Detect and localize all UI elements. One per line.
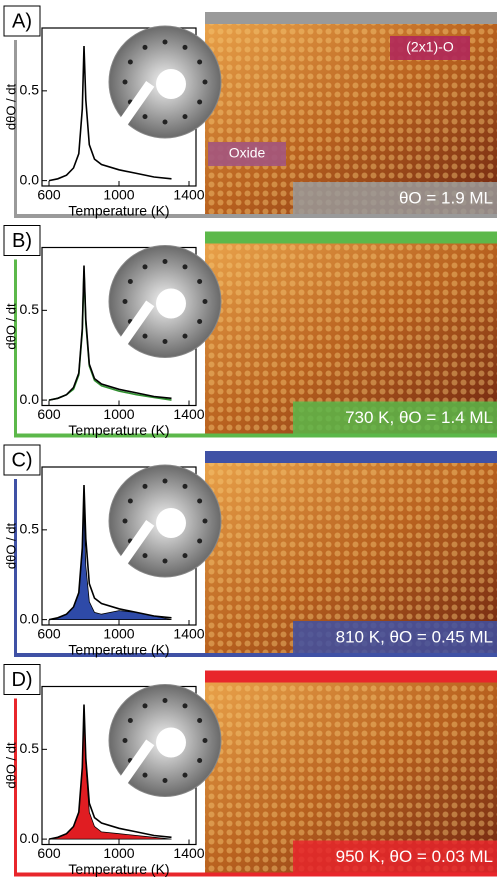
y-tick-label: 0.0 xyxy=(20,391,40,407)
y-axis-label: dθO / dt xyxy=(3,742,18,789)
x-tick-label: 1400 xyxy=(173,406,204,422)
y-axis-label: dθO / dt xyxy=(3,303,18,350)
x-axis-label: Temperature (K) xyxy=(68,203,169,219)
y-tick-label: 0.0 xyxy=(20,171,40,187)
leed-spot xyxy=(183,703,188,708)
leed-spot xyxy=(197,319,202,324)
panel-label: C) xyxy=(11,449,32,471)
leed-spot xyxy=(143,484,148,489)
y-tick-label: 0.5 xyxy=(20,521,40,537)
leed-spot xyxy=(143,264,148,269)
x-tick-label: 1400 xyxy=(173,845,204,861)
leed-spot xyxy=(183,334,188,339)
x-tick-label: 1400 xyxy=(173,626,204,642)
image-label: Oxide xyxy=(229,145,266,161)
leed-spot xyxy=(143,334,148,339)
leed-spot xyxy=(163,40,168,45)
leed-spot xyxy=(203,299,208,304)
accent-bar xyxy=(205,232,497,244)
leed-spot xyxy=(183,264,188,269)
x-tick-label: 600 xyxy=(37,406,61,422)
leed-spot xyxy=(183,773,188,778)
leed-gun xyxy=(156,728,186,758)
x-tick-label: 1000 xyxy=(103,626,134,642)
leed-spot xyxy=(143,703,148,708)
x-axis-label: Temperature (K) xyxy=(68,422,169,438)
leed-spot xyxy=(163,559,168,564)
leed-spot xyxy=(197,100,202,105)
leed-spot xyxy=(128,718,133,723)
panel-label: A) xyxy=(12,10,32,32)
x-tick-label: 1000 xyxy=(103,406,134,422)
panel-label: D) xyxy=(11,669,32,691)
leed-spot xyxy=(128,279,133,284)
leed-spot xyxy=(163,479,168,484)
y-tick-label: 0.0 xyxy=(20,610,40,626)
leed-spot xyxy=(143,114,148,119)
leed-spot xyxy=(123,738,128,743)
leed-gun xyxy=(156,289,186,319)
leed-spot xyxy=(197,60,202,65)
y-tick-label: 0.5 xyxy=(20,82,40,98)
figure: A) 600 1000 1400 0.0 0.5 Temperature (K) dθO / … xyxy=(0,0,497,878)
condition-label: θO = 1.9 ML xyxy=(399,188,493,207)
condition-label: 810 K, θO = 0.45 ML xyxy=(336,627,493,646)
leed-spot xyxy=(183,114,188,119)
leed-spot xyxy=(163,778,168,783)
x-tick-label: 1000 xyxy=(103,187,134,203)
leed-spot xyxy=(197,718,202,723)
leed-spot xyxy=(123,299,128,304)
page: A) 600 1000 1400 0.0 0.5 Temperature (K) dθO / … xyxy=(0,0,497,878)
leed-spot xyxy=(197,539,202,544)
y-tick-label: 0.5 xyxy=(20,301,40,317)
leed-spot xyxy=(128,499,133,504)
leed-spot xyxy=(203,80,208,85)
image-label: (2x1)-O xyxy=(406,39,454,55)
leed-spot xyxy=(197,499,202,504)
condition-label: 950 K, θO = 0.03 ML xyxy=(336,847,493,866)
leed-spot xyxy=(143,553,148,558)
leed-spot xyxy=(183,553,188,558)
leed-spot xyxy=(197,279,202,284)
leed-spot xyxy=(123,519,128,524)
x-tick-label: 1400 xyxy=(173,187,204,203)
condition-label: 730 K, θO = 1.4 ML xyxy=(345,408,493,427)
leed-spot xyxy=(197,758,202,763)
leed-spot xyxy=(183,484,188,489)
leed-spot xyxy=(163,120,168,125)
x-axis-label: Temperature (K) xyxy=(68,861,169,877)
leed-spot xyxy=(203,738,208,743)
leed-spot xyxy=(183,45,188,50)
y-axis-label: dθO / dt xyxy=(3,522,18,569)
leed-spot xyxy=(143,773,148,778)
y-tick-label: 0.0 xyxy=(20,830,40,846)
x-tick-label: 600 xyxy=(37,187,61,203)
x-tick-label: 600 xyxy=(37,626,61,642)
leed-spot xyxy=(143,45,148,50)
leed-spot xyxy=(163,698,168,703)
panel-label: B) xyxy=(12,230,32,252)
leed-gun xyxy=(156,69,186,99)
x-tick-label: 1000 xyxy=(103,845,134,861)
y-axis-label: dθO / dt xyxy=(3,83,18,130)
accent-bar xyxy=(205,451,497,463)
accent-bar xyxy=(205,671,497,683)
leed-spot xyxy=(203,519,208,524)
leed-spot xyxy=(128,60,133,65)
leed-spot xyxy=(163,339,168,344)
accent-bar xyxy=(205,12,497,24)
x-tick-label: 600 xyxy=(37,845,61,861)
leed-spot xyxy=(123,80,128,85)
x-axis-label: Temperature (K) xyxy=(68,642,169,658)
leed-gun xyxy=(156,508,186,538)
leed-spot xyxy=(163,259,168,264)
y-tick-label: 0.5 xyxy=(20,740,40,756)
